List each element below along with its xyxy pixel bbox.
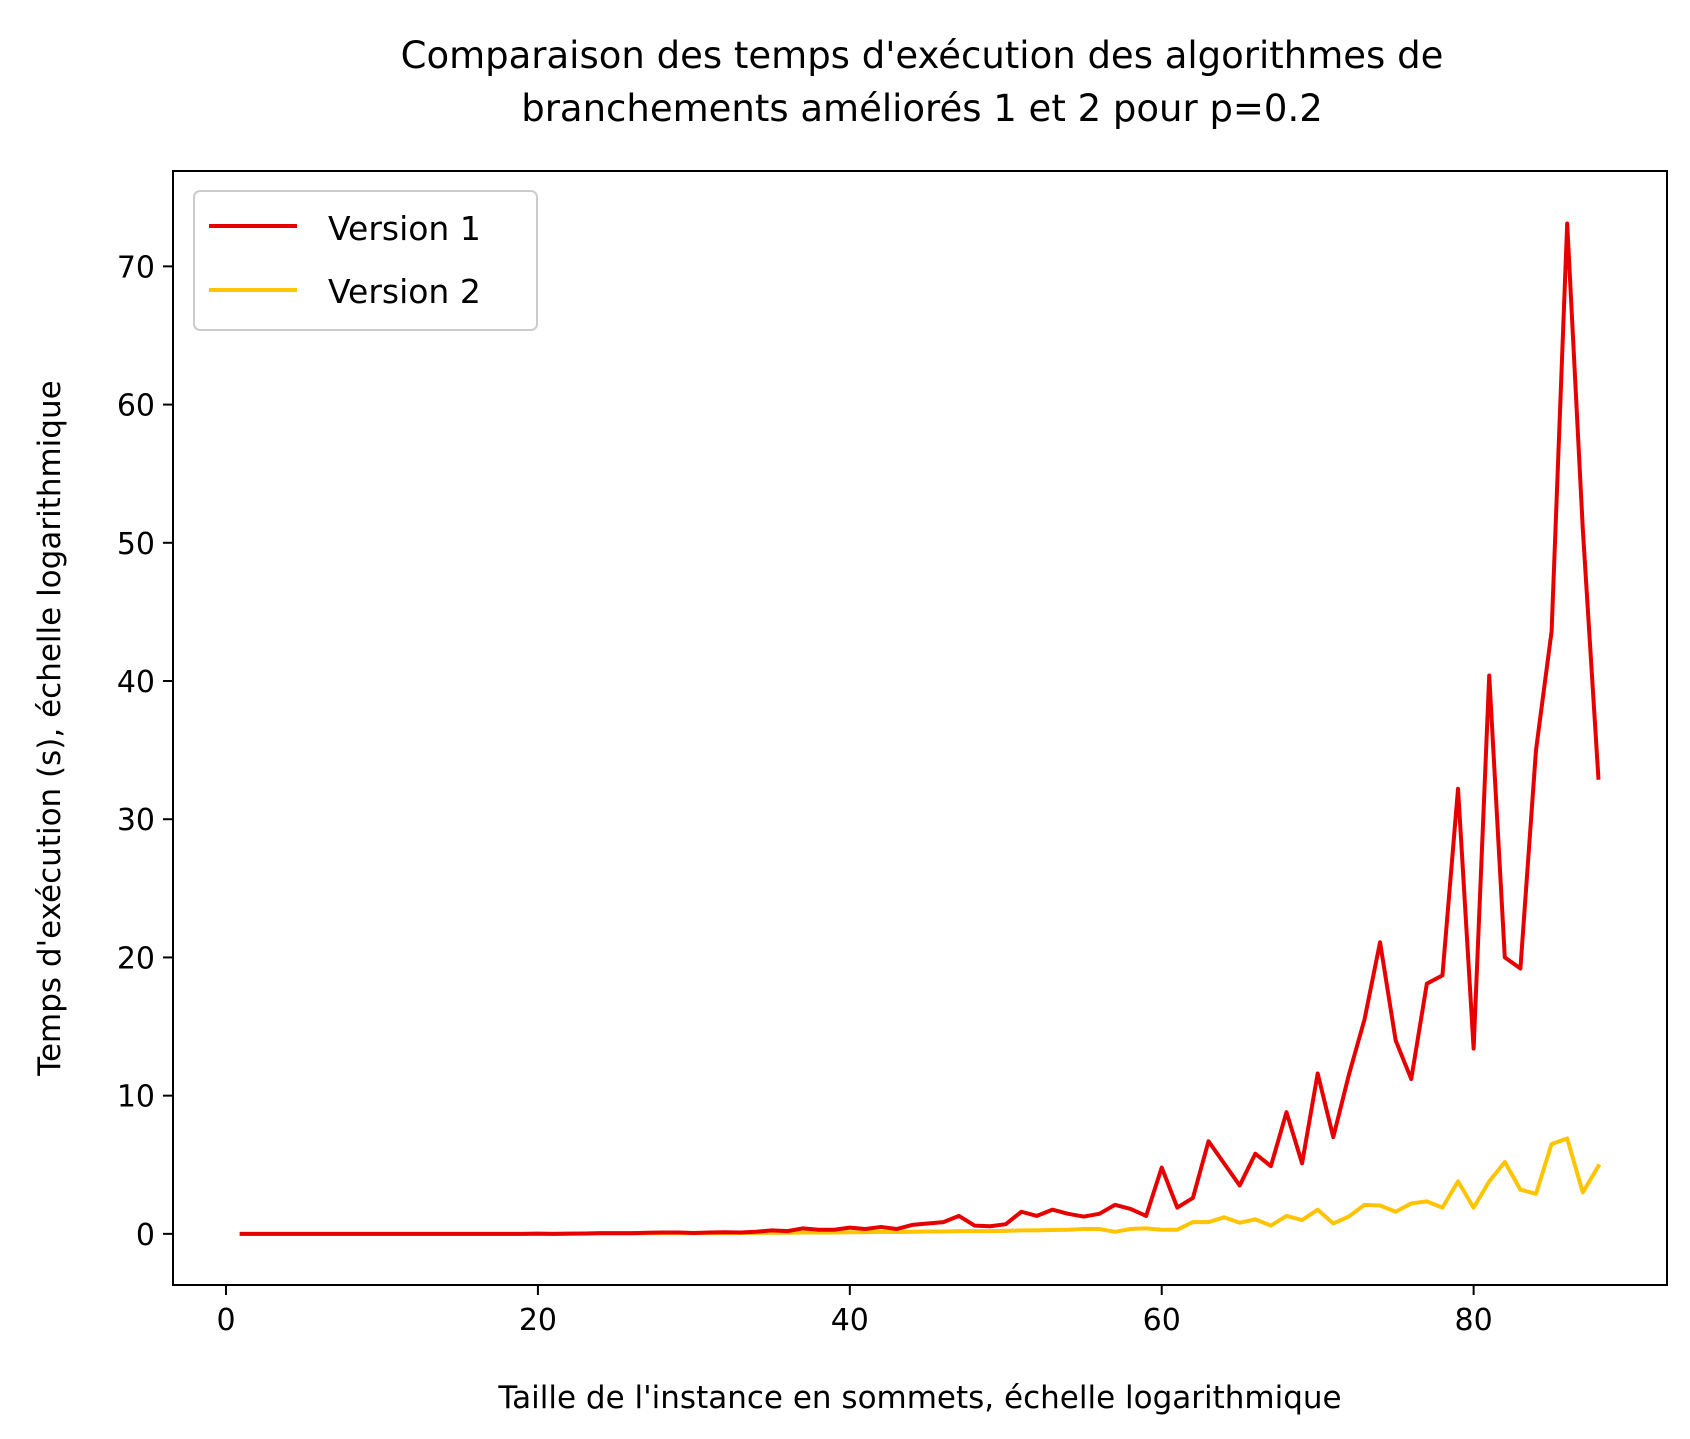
series-line-version-2 [239,1136,1602,1236]
y-tick-label-10: 10 [117,1080,155,1115]
x-tick-label-0: 0 [216,1303,235,1338]
y-axis-label: Temps d'exécution (s), échelle logarithm… [32,380,68,1076]
y-tick-label-0: 0 [136,1218,155,1253]
series-lines [239,221,1602,1236]
plot-area: 0 20 40 60 80 0 10 20 30 40 50 60 70 [117,170,1668,1338]
x-tick-label-20: 20 [519,1303,557,1338]
x-tick-label-60: 60 [1143,1303,1181,1338]
chart-title-line-1: Comparaison des temps d'exécution des al… [401,34,1444,77]
x-axis-label: Taille de l'instance en sommets, échelle… [497,1380,1341,1416]
x-tick-label-80: 80 [1455,1303,1493,1338]
legend-label-version-1: Version 1 [328,209,481,248]
chart-title-line-2: branchements améliorés 1 et 2 pour p=0.2 [521,87,1323,130]
series-line-version-1 [239,221,1601,1236]
y-tick-label-60: 60 [117,389,155,424]
legend: Version 1 Version 2 [193,190,538,331]
legend-label-version-2: Version 2 [328,272,481,311]
y-tick-label-70: 70 [117,250,155,285]
plot-frame [172,170,1668,1286]
x-tick-label-40: 40 [831,1303,869,1338]
y-axis-ticks: 0 10 20 30 40 50 60 70 [117,250,173,1253]
x-axis-ticks: 0 20 40 60 80 [216,1285,1493,1338]
y-tick-label-20: 20 [117,941,155,976]
y-tick-label-50: 50 [117,527,155,562]
y-tick-label-40: 40 [117,665,155,700]
y-tick-label-30: 30 [117,803,155,838]
